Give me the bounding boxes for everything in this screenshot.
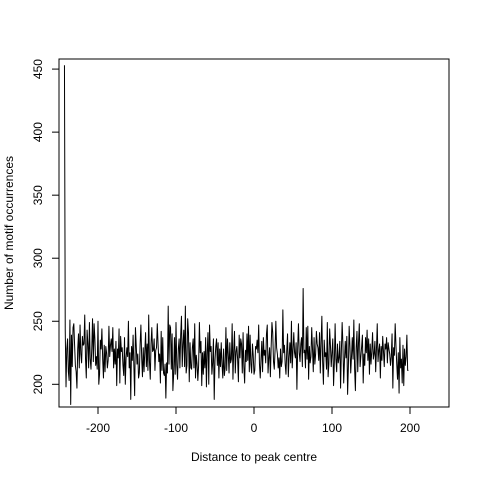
y-axis: 200 250 300 350 400 450 — [31, 59, 60, 394]
y-axis-title: Number of motif occurrences — [2, 156, 16, 310]
y-tick-label: 200 — [31, 374, 45, 394]
y-tick-label: 400 — [31, 122, 45, 142]
x-tick-label: -100 — [164, 421, 188, 435]
x-axis: -200 -100 0 100 200 — [86, 406, 420, 435]
x-tick-label: -200 — [86, 421, 110, 435]
y-tick-label: 450 — [31, 59, 45, 79]
series-line — [63, 65, 409, 405]
series-layer — [63, 65, 409, 405]
x-axis-title: Distance to peak centre — [191, 450, 317, 464]
x-tick-label: 100 — [322, 421, 342, 435]
x-tick-label: 200 — [400, 421, 420, 435]
x-tick-label: 0 — [251, 421, 258, 435]
y-tick-label: 250 — [31, 311, 45, 331]
y-tick-label: 350 — [31, 185, 45, 205]
y-tick-label: 300 — [31, 248, 45, 268]
